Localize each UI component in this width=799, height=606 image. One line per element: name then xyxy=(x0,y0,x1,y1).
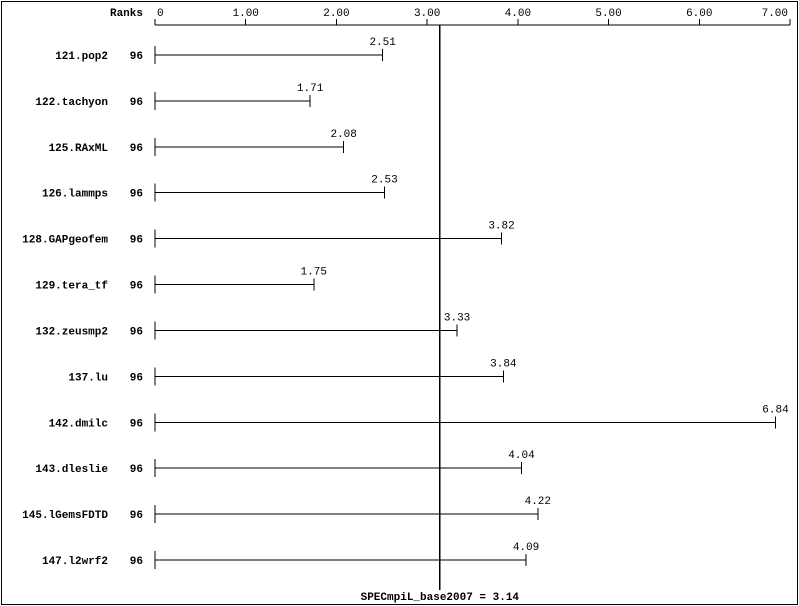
ranks-value: 96 xyxy=(130,281,143,293)
axis-tick-label: 4.00 xyxy=(505,8,531,20)
ranks-value: 96 xyxy=(130,235,143,247)
bar-value-label: 2.53 xyxy=(371,175,397,187)
benchmark-label: 132.zeusmp2 xyxy=(35,326,108,338)
benchmark-label: 121.pop2 xyxy=(55,51,108,63)
spec-chart: 0 1.00 2.00 3.00 4.00 5.00 6.00 7.00 Ranks 121.po… xyxy=(0,0,799,606)
benchmark-label: 145.lGemsFDTD xyxy=(22,510,108,522)
ranks-value: 96 xyxy=(130,556,143,568)
ranks-value: 96 xyxy=(130,418,143,430)
bar-value-label: 3.82 xyxy=(488,221,514,233)
bar-value-label: 1.75 xyxy=(301,267,327,279)
ranks-header: Ranks xyxy=(110,8,143,20)
axis-tick-label: 0 xyxy=(157,8,164,20)
axis-tick-label: 5.00 xyxy=(595,8,621,20)
bar-value-label: 4.22 xyxy=(525,496,551,508)
benchmark-label: 143.dleslie xyxy=(35,464,108,476)
bar-value-label: 4.04 xyxy=(508,450,535,462)
ranks-value: 96 xyxy=(130,510,143,522)
axis-tick-label: 7.00 xyxy=(762,8,788,20)
benchmark-label: 125.RAxML xyxy=(49,143,109,155)
axis-tick-label: 2.00 xyxy=(323,8,349,20)
bar-value-label: 3.33 xyxy=(444,312,470,324)
bar-value-label: 4.09 xyxy=(513,542,539,554)
ranks-value: 96 xyxy=(130,189,143,201)
axis-tick-label: 1.00 xyxy=(233,8,259,20)
benchmark-label: 147.l2wrf2 xyxy=(42,556,108,568)
bar-value-label: 3.84 xyxy=(490,358,517,370)
benchmark-label: 142.dmilc xyxy=(49,418,108,430)
ranks-value: 96 xyxy=(130,372,143,384)
ranks-value: 96 xyxy=(130,143,143,155)
benchmark-label: 126.lammps xyxy=(42,189,108,201)
bar-value-label: 6.84 xyxy=(762,404,789,416)
bar-value-label: 1.71 xyxy=(297,83,324,95)
axis-tick-label: 3.00 xyxy=(414,8,440,20)
benchmark-label: 122.tachyon xyxy=(35,97,108,109)
ranks-value: 96 xyxy=(130,51,143,63)
ranks-value: 96 xyxy=(130,326,143,338)
bar-value-label: 2.51 xyxy=(369,37,396,49)
ranks-value: 96 xyxy=(130,97,143,109)
benchmark-label: 128.GAPgeofem xyxy=(22,235,108,247)
ranks-value: 96 xyxy=(130,464,143,476)
axis-tick-label: 6.00 xyxy=(686,8,712,20)
benchmark-label: 137.lu xyxy=(68,372,108,384)
bar-value-label: 2.08 xyxy=(330,129,356,141)
benchmark-label: 129.tera_tf xyxy=(35,281,108,293)
reference-label: SPECmpiL_base2007 = 3.14 xyxy=(361,592,520,604)
